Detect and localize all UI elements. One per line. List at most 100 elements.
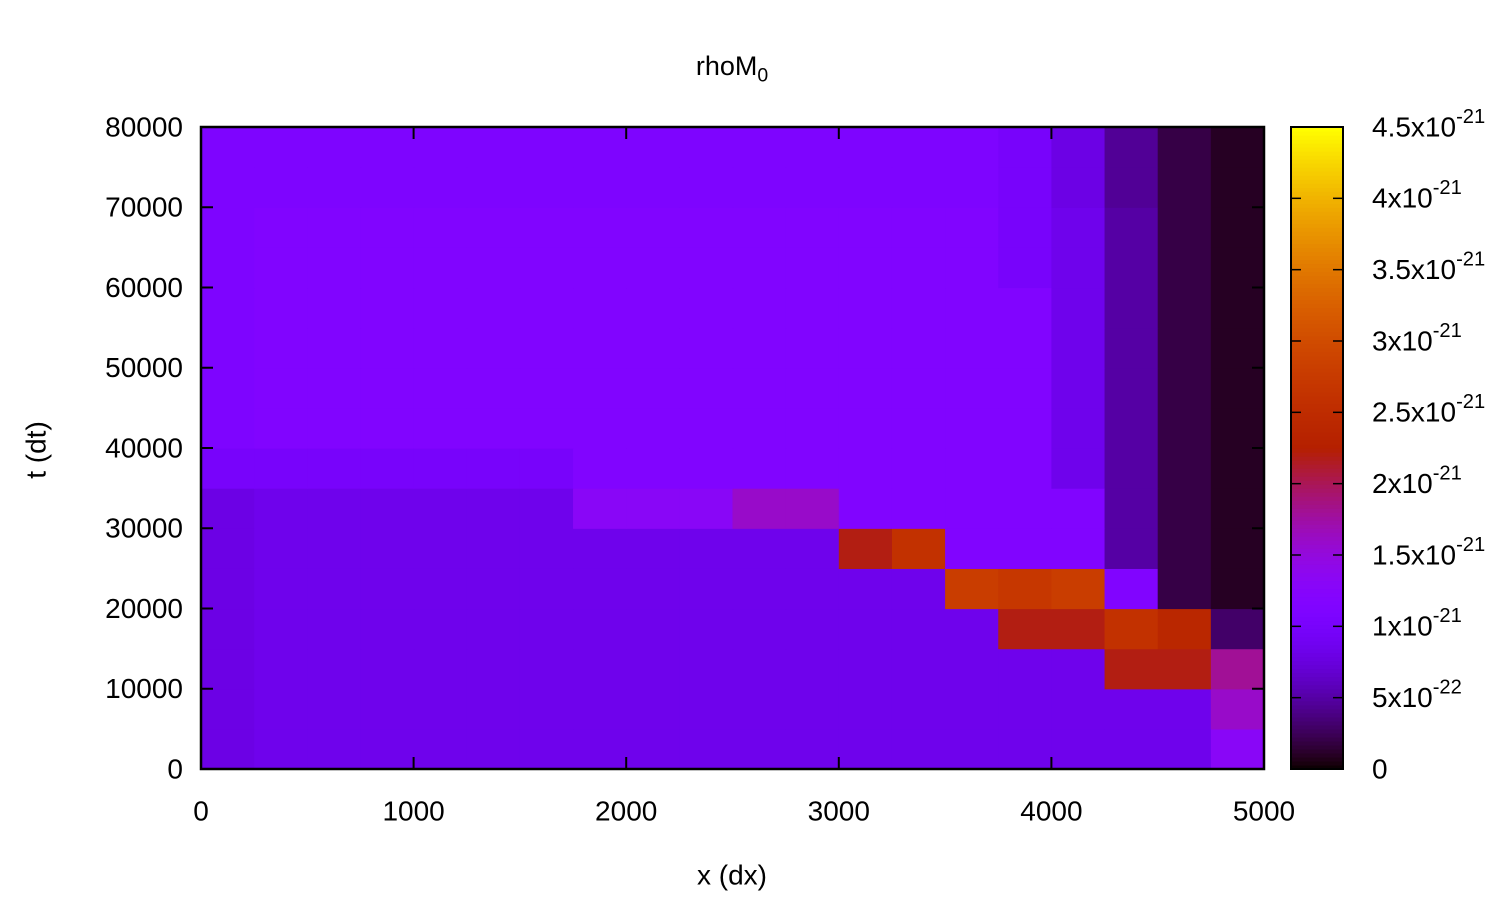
colorbar-border xyxy=(1290,126,1344,770)
heatmap-cell xyxy=(466,207,521,248)
heatmap-cell xyxy=(732,367,787,409)
heatmap-cell xyxy=(307,287,362,329)
heatmap-cell xyxy=(626,608,680,650)
heatmap-cell xyxy=(307,528,362,569)
heatmap-cell xyxy=(945,327,999,369)
heatmap-cell xyxy=(1051,247,1106,289)
heatmap-cell xyxy=(679,648,734,690)
heatmap-cell xyxy=(1051,407,1106,449)
heatmap-cell xyxy=(626,207,680,248)
heatmap-cell xyxy=(732,448,787,489)
heatmap-cell xyxy=(998,407,1052,449)
heatmap-cell xyxy=(1157,207,1212,248)
heatmap-cell xyxy=(466,488,521,529)
heatmap-cell xyxy=(201,688,255,730)
heatmap-cell xyxy=(519,327,574,369)
colorbar-tick-label: 0 xyxy=(1372,753,1388,784)
heatmap-cell xyxy=(201,528,255,569)
heatmap-cell xyxy=(945,688,999,730)
heatmap-cell xyxy=(838,407,893,449)
heatmap-cell xyxy=(679,287,734,329)
heatmap-cell xyxy=(201,648,255,690)
heatmap-cell xyxy=(1051,688,1106,730)
heatmap-cell xyxy=(413,648,468,690)
heatmap-cell xyxy=(785,648,840,690)
heatmap-cell xyxy=(945,247,999,289)
heatmap-cell xyxy=(466,367,521,409)
heatmap-cell xyxy=(466,608,521,650)
y-tick-label: 40000 xyxy=(105,432,183,463)
heatmap-cell xyxy=(360,448,415,489)
heatmap-cell xyxy=(945,568,999,610)
y-tick-label: 50000 xyxy=(105,352,183,383)
heatmap-cell xyxy=(732,568,787,610)
heatmap-cell xyxy=(785,528,840,569)
heatmap-cell xyxy=(998,648,1052,690)
heatmap-cell xyxy=(1104,448,1159,489)
heatmap-cell xyxy=(891,287,946,329)
heatmap-cell xyxy=(307,127,362,168)
heatmap-cell xyxy=(519,728,574,770)
heatmap-cell xyxy=(679,528,734,569)
heatmap-cell xyxy=(945,127,999,168)
heatmap-cell xyxy=(466,127,521,168)
heatmap-cell xyxy=(679,448,734,489)
heatmap-cell xyxy=(1104,207,1159,248)
heatmap-cell xyxy=(360,488,415,529)
heatmap-cell xyxy=(254,728,308,770)
heatmap-cell xyxy=(891,528,946,569)
heatmap-cell xyxy=(466,287,521,329)
heatmap-cell xyxy=(413,407,468,449)
heatmap-cell xyxy=(785,127,840,168)
heatmap-cell xyxy=(573,287,627,329)
heatmap-cell xyxy=(945,488,999,529)
heatmap-cell xyxy=(1210,287,1265,329)
heatmap-cell xyxy=(573,327,627,369)
heatmap-cell xyxy=(519,247,574,289)
heatmap-cell xyxy=(785,407,840,449)
heatmap-cell xyxy=(891,688,946,730)
heatmap-cell xyxy=(360,287,415,329)
heatmap-cell xyxy=(1210,167,1265,208)
heatmap-cell xyxy=(838,207,893,248)
colorbar-tick-label: 2.5x10-21 xyxy=(1372,392,1485,428)
heatmap-cell xyxy=(519,407,574,449)
heatmap-cell xyxy=(945,407,999,449)
heatmap-cell xyxy=(891,327,946,369)
heatmap-cell xyxy=(998,568,1052,610)
heatmap-cell xyxy=(1051,728,1106,770)
heatmap-cell xyxy=(201,448,255,489)
heatmap-cell xyxy=(998,287,1052,329)
heatmap-cell xyxy=(1051,568,1106,610)
heatmap-cell xyxy=(838,608,893,650)
heatmap-cell xyxy=(307,488,362,529)
heatmap-cell xyxy=(413,127,468,168)
heatmap-cell xyxy=(626,407,680,449)
y-tick-label: 0 xyxy=(167,753,183,784)
heatmap-cell xyxy=(360,327,415,369)
heatmap-cell xyxy=(1210,207,1265,248)
heatmap-cell xyxy=(466,648,521,690)
heatmap-cell xyxy=(1104,648,1159,690)
heatmap-cell xyxy=(998,448,1052,489)
heatmap-cell xyxy=(1051,167,1106,208)
heatmap-cell xyxy=(945,528,999,569)
heatmap-cell xyxy=(732,327,787,369)
heatmap-cell xyxy=(838,648,893,690)
heatmap-cell xyxy=(998,488,1052,529)
heatmap-cell xyxy=(785,207,840,248)
heatmap-cell xyxy=(360,407,415,449)
heatmap-cell xyxy=(785,287,840,329)
heatmap-cell xyxy=(519,488,574,529)
heatmap-cell xyxy=(1051,327,1106,369)
heatmap-cell xyxy=(838,528,893,569)
heatmap-cell xyxy=(519,688,574,730)
heatmap-cell xyxy=(360,688,415,730)
heatmap-cell xyxy=(254,648,308,690)
heatmap-cell xyxy=(679,608,734,650)
heatmap-cell xyxy=(1157,728,1212,770)
colorbar-tick-label: 2x10-21 xyxy=(1372,463,1462,499)
heatmap-cell xyxy=(413,247,468,289)
heatmap-cell xyxy=(413,568,468,610)
heatmap-cell xyxy=(1157,287,1212,329)
